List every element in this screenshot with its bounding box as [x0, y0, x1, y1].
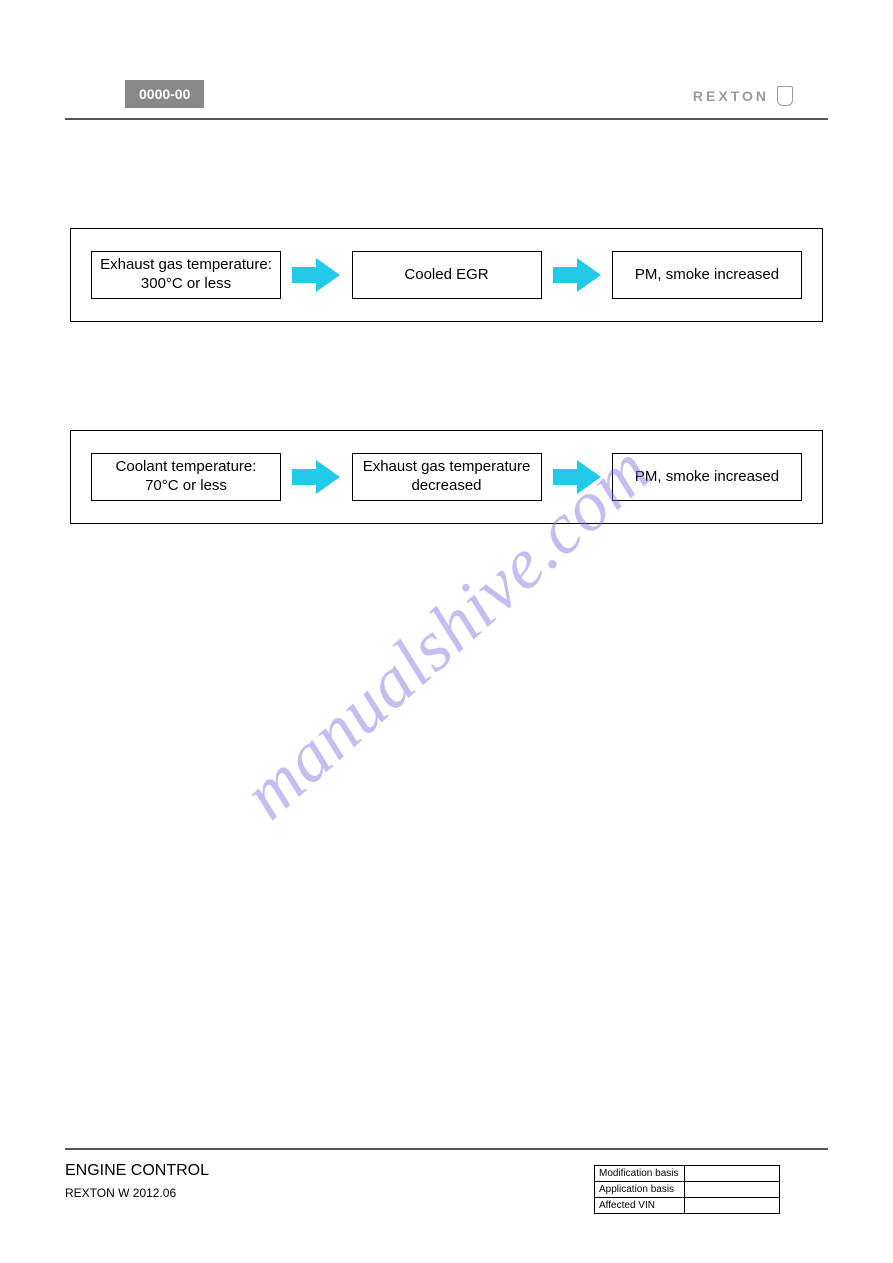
flow-node-pm-smoke: PM, smoke increased	[612, 453, 802, 501]
footer-section-title: ENGINE CONTROL	[65, 1162, 209, 1180]
table-cell-label: Application basis	[595, 1182, 685, 1198]
flow-node-exhaust-temp: Exhaust gas temperature: 300°C or less	[91, 251, 281, 299]
flow-node-exhaust-decreased: Exhaust gas temperature decreased	[352, 453, 542, 501]
page-header: 0000-00 REXTON	[65, 80, 828, 120]
header-divider	[65, 118, 828, 120]
footer-left-block: ENGINE CONTROL REXTON W 2012.06	[65, 1162, 209, 1200]
arrow-right-icon	[553, 460, 601, 494]
page-code-badge: 0000-00	[125, 80, 204, 108]
table-cell-value	[685, 1166, 780, 1182]
node-text: Cooled EGR	[404, 266, 488, 285]
shield-icon	[777, 86, 793, 106]
footer-divider	[65, 1148, 828, 1150]
table-row: Application basis	[595, 1182, 780, 1198]
node-text: Exhaust gas temperature:	[100, 256, 272, 275]
table-cell-value	[685, 1198, 780, 1214]
node-text: PM, smoke increased	[635, 468, 779, 487]
table-cell-label: Modification basis	[595, 1166, 685, 1182]
table-cell-label: Affected VIN	[595, 1198, 685, 1214]
flow-diagram-1: Exhaust gas temperature: 300°C or less C…	[70, 228, 823, 322]
brand-text: REXTON	[693, 88, 769, 104]
table-row: Modification basis	[595, 1166, 780, 1182]
node-text: Exhaust gas temperature	[363, 458, 531, 477]
node-text: Coolant temperature:	[116, 458, 257, 477]
arrow-right-icon	[292, 258, 340, 292]
arrow-right-icon	[553, 258, 601, 292]
node-text: 70°C or less	[145, 477, 227, 496]
flow-node-cooled-egr: Cooled EGR	[352, 251, 542, 299]
node-text: decreased	[411, 477, 481, 496]
table-cell-value	[685, 1182, 780, 1198]
table-row: Affected VIN	[595, 1198, 780, 1214]
node-text: PM, smoke increased	[635, 266, 779, 285]
node-text: 300°C or less	[141, 275, 231, 294]
flow-node-coolant-temp: Coolant temperature: 70°C or less	[91, 453, 281, 501]
flow-diagram-2: Coolant temperature: 70°C or less Exhaus…	[70, 430, 823, 524]
footer-revision-table: Modification basis Application basis Aff…	[594, 1165, 780, 1214]
footer-model-date: REXTON W 2012.06	[65, 1186, 209, 1200]
brand-logo: REXTON	[693, 86, 793, 106]
arrow-right-icon	[292, 460, 340, 494]
flow-node-pm-smoke: PM, smoke increased	[612, 251, 802, 299]
